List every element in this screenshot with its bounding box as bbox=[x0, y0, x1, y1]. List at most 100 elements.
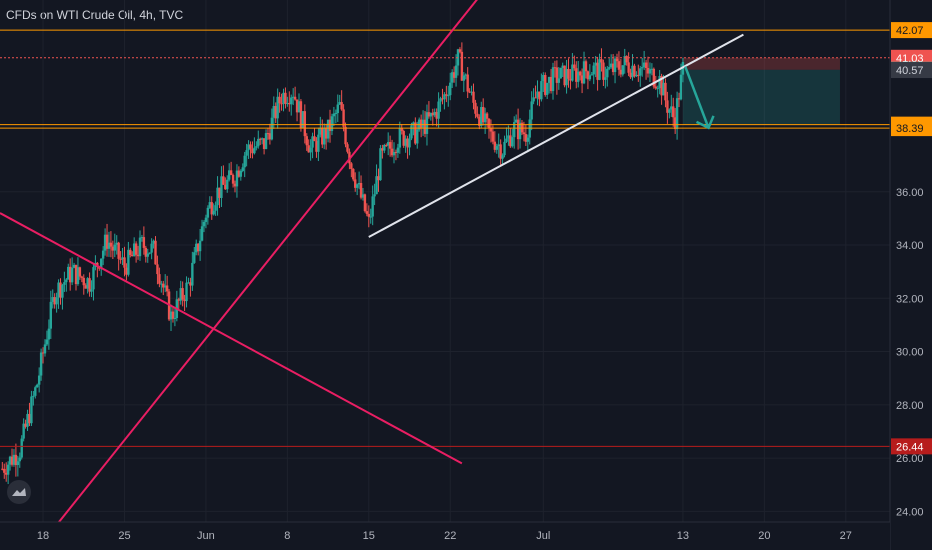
candle-body bbox=[173, 317, 177, 319]
candle-body bbox=[437, 101, 440, 119]
y-tick-label: 24.00 bbox=[896, 506, 924, 518]
candle-body bbox=[291, 96, 295, 98]
candle-body bbox=[193, 252, 196, 263]
candle-body bbox=[575, 68, 578, 82]
candle-body bbox=[243, 155, 246, 168]
tradingview-logo[interactable] bbox=[7, 480, 31, 504]
candle-body bbox=[427, 112, 431, 117]
candle-body bbox=[425, 112, 429, 134]
candle-body bbox=[63, 282, 66, 285]
candle-body bbox=[67, 266, 70, 280]
candle-body bbox=[375, 176, 378, 195]
candle-body bbox=[259, 138, 262, 140]
candle-body bbox=[379, 148, 382, 181]
candle-body bbox=[272, 106, 275, 118]
candle-body bbox=[82, 277, 85, 286]
candle-body bbox=[150, 243, 153, 253]
candle-body bbox=[61, 284, 64, 298]
y-tick-label: 30.00 bbox=[896, 347, 924, 359]
candle-body bbox=[357, 183, 361, 185]
candle-body bbox=[239, 170, 243, 177]
candle-body bbox=[594, 62, 597, 66]
candle-body bbox=[165, 285, 169, 292]
trendline-pink-falling bbox=[0, 212, 463, 465]
candle-body bbox=[315, 141, 318, 152]
candle-body bbox=[26, 413, 29, 427]
x-tick-label: 25 bbox=[118, 530, 130, 542]
candle-body bbox=[497, 144, 500, 147]
candle-body bbox=[507, 135, 510, 139]
candle-body bbox=[90, 289, 93, 292]
candle-body bbox=[109, 242, 113, 247]
candle-body bbox=[536, 91, 539, 98]
candle-body bbox=[286, 103, 289, 105]
candle-body bbox=[406, 138, 409, 148]
candle-body bbox=[45, 339, 49, 345]
target-zone bbox=[682, 69, 840, 125]
candle-body bbox=[598, 59, 601, 80]
candle-body bbox=[478, 116, 481, 126]
candle-body bbox=[623, 56, 626, 66]
candle-body bbox=[371, 196, 374, 217]
price-axis bbox=[890, 0, 932, 550]
candle-body bbox=[390, 148, 394, 156]
candle-body bbox=[123, 257, 126, 268]
candle-body bbox=[72, 264, 76, 268]
candle-body bbox=[18, 457, 21, 462]
candle-body bbox=[435, 111, 438, 119]
candle-body bbox=[485, 113, 489, 119]
candle-body bbox=[650, 68, 654, 70]
candle-body bbox=[121, 257, 124, 260]
y-tick-label: 36.00 bbox=[896, 187, 924, 199]
y-tick-label: 26.00 bbox=[896, 453, 924, 465]
candle-body bbox=[115, 242, 118, 245]
candle-body bbox=[125, 267, 128, 275]
candle-body bbox=[400, 128, 403, 131]
candle-body bbox=[330, 116, 334, 131]
candle-body bbox=[288, 103, 291, 105]
candle-body bbox=[224, 184, 227, 190]
candle-body bbox=[637, 74, 640, 76]
candle-body bbox=[305, 136, 308, 146]
candle-body bbox=[652, 68, 656, 87]
candle-body bbox=[297, 101, 301, 113]
candle-body bbox=[249, 144, 252, 149]
candle-body bbox=[65, 279, 68, 283]
candle-body bbox=[233, 183, 237, 187]
candle-body bbox=[37, 375, 41, 385]
x-tick-label: 13 bbox=[677, 530, 689, 542]
candle-body bbox=[617, 61, 621, 70]
candle-body bbox=[218, 187, 221, 198]
candle-body bbox=[24, 423, 27, 427]
stop-zone bbox=[682, 57, 840, 70]
candle-body bbox=[532, 97, 535, 102]
candle-body bbox=[466, 74, 469, 92]
candle-body bbox=[51, 297, 54, 302]
candle-body bbox=[278, 96, 281, 104]
candle-body bbox=[642, 62, 646, 68]
candle-body bbox=[208, 202, 211, 208]
candle-body bbox=[191, 262, 194, 286]
candle-body bbox=[136, 254, 140, 257]
candle-body bbox=[363, 194, 367, 212]
price-label-bg bbox=[891, 62, 932, 79]
candle-body bbox=[495, 146, 498, 150]
candle-body bbox=[117, 242, 120, 259]
candle-body bbox=[196, 243, 200, 252]
candle-body bbox=[419, 119, 423, 128]
candle-body bbox=[92, 267, 95, 290]
candle-body bbox=[41, 352, 45, 354]
candle-body bbox=[78, 267, 82, 277]
candle-body bbox=[559, 67, 562, 79]
candle-body bbox=[458, 49, 462, 52]
candle-body bbox=[373, 194, 376, 197]
candle-body bbox=[582, 61, 586, 84]
candle-body bbox=[352, 168, 355, 180]
candle-body bbox=[202, 221, 206, 227]
candle-body bbox=[592, 65, 595, 75]
candle-body bbox=[549, 76, 553, 92]
candle-body bbox=[381, 148, 384, 151]
candle-body bbox=[140, 237, 144, 239]
candle-body bbox=[105, 234, 109, 249]
